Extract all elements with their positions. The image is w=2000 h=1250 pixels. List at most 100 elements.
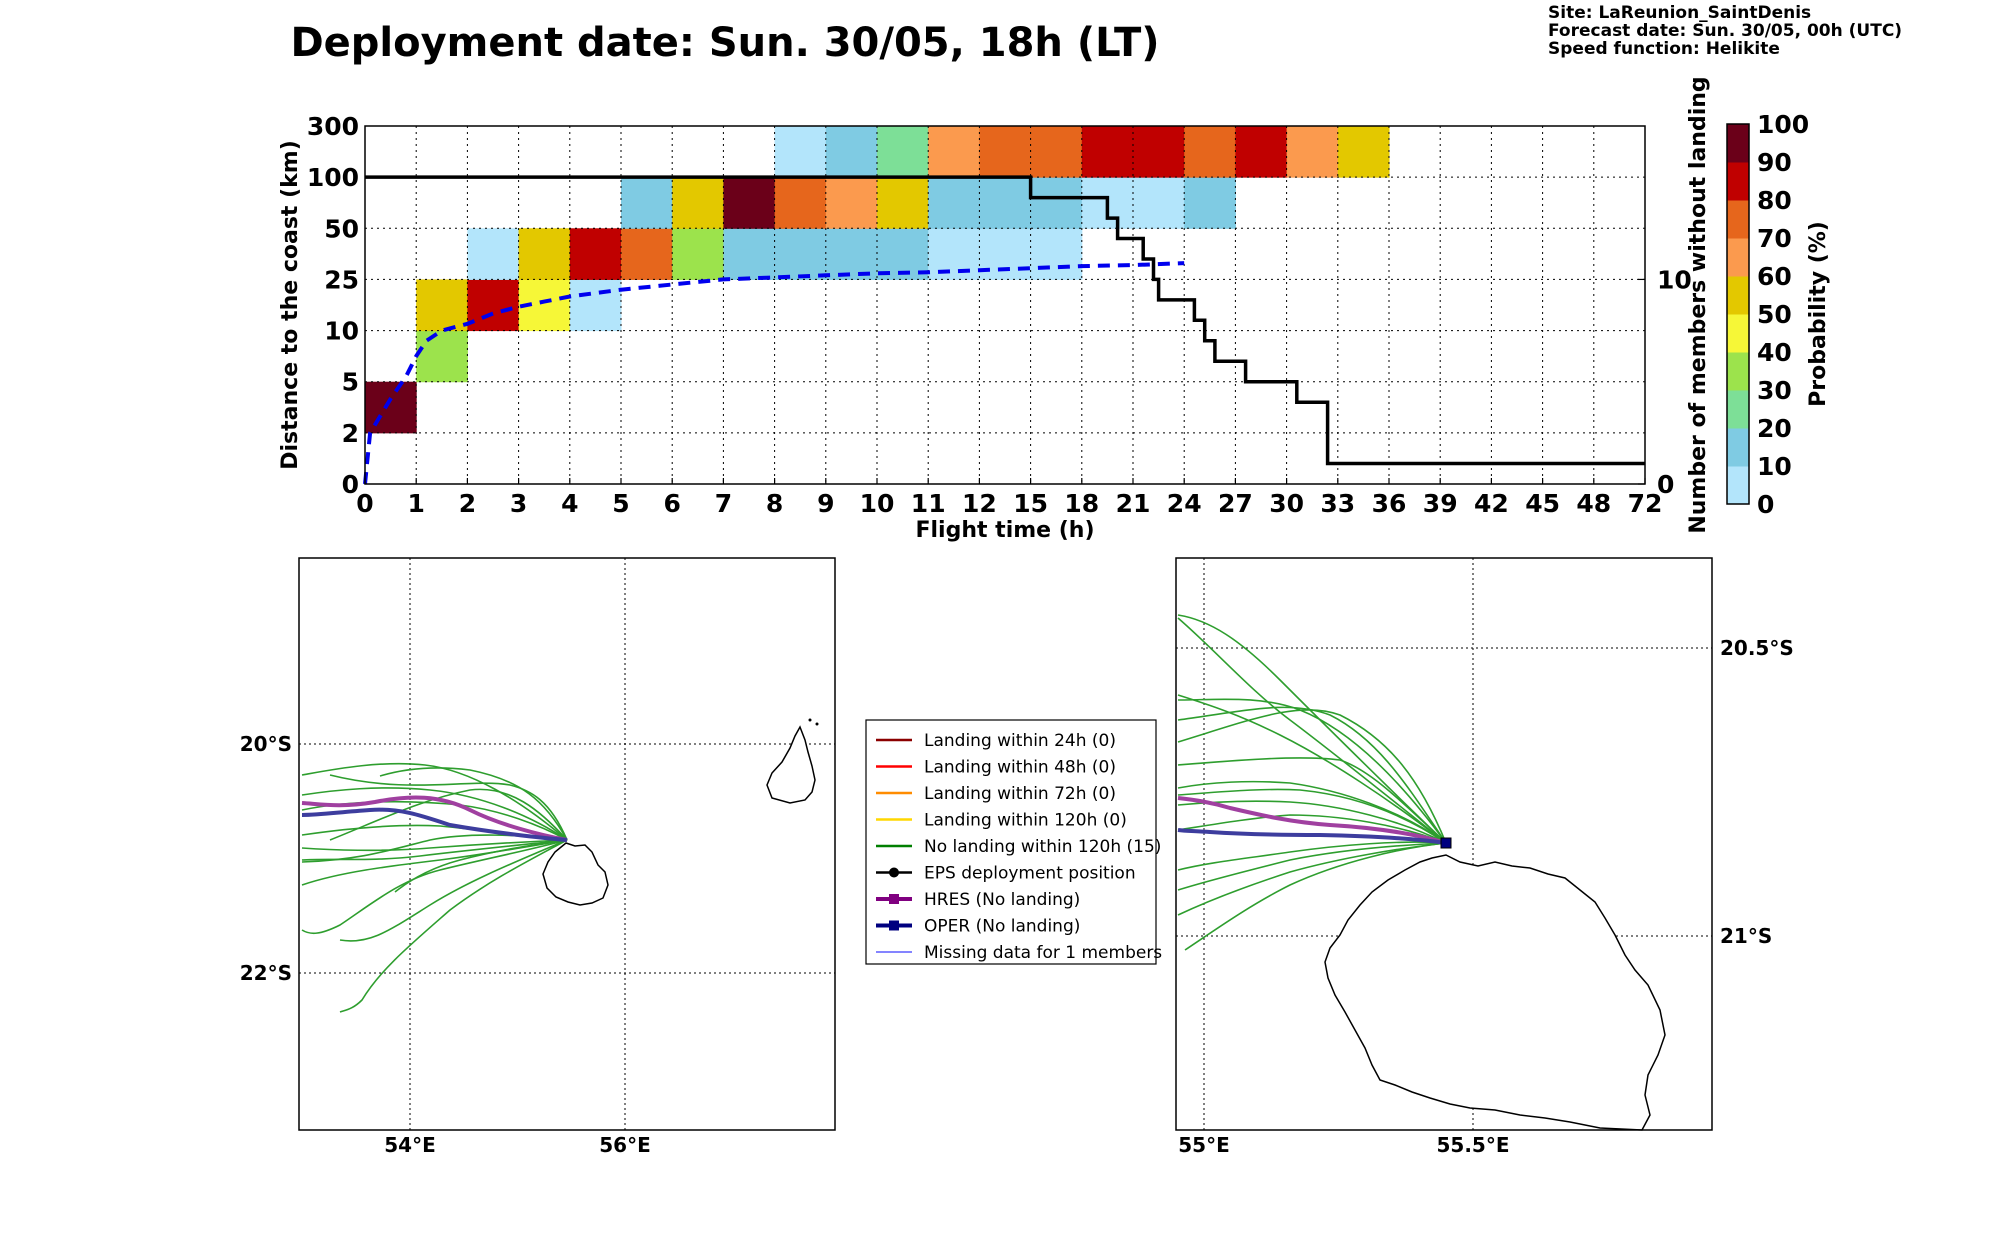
colorbar-tick-label: 10 [1757,452,1792,481]
right-axis-label: Number of members without landing [1686,76,1711,533]
regional-hres-track [301,795,568,842]
zoom-hres-track [1177,796,1447,845]
colorbar: 0 10 20 30 40 50 60 70 80 90 100 Probability (%) [1726,110,1831,519]
heatmap-cell [621,177,673,229]
heatmap-cell [1184,126,1236,178]
legend-marker [889,894,899,904]
regional-islet [808,718,812,722]
zoom-map: 55°E 55.5°E 20.5°S 21°S [1175,557,1794,1157]
y-tick-label: 10 [324,317,359,346]
heatmap-cell [979,126,1032,178]
zoom-lon-tick: 55.5°E [1436,1133,1509,1157]
eps-trajectory [1177,757,1447,844]
eps-trajectory [1177,788,1447,844]
colorbar-block [1727,390,1749,429]
x-tick-labels: 0 1 2 3 4 5 6 7 8 9 10 11 12 15 18 21 24 27 30 33 36 39 42 45 48… [356,478,1662,518]
zoom-lat-tick: 21°S [1720,924,1772,948]
heatmap-cell [1286,126,1339,178]
regional-reunion-coastline [542,842,609,906]
eps-trajectory [329,774,568,841]
median-distance-line [363,261,1185,485]
zoom-oper-track [1177,828,1447,845]
colorbar-block [1727,200,1749,239]
heatmap-cell [467,228,520,280]
colorbar-block [1727,162,1749,201]
eps-trajectory [301,839,568,935]
eps-trajectory [1177,617,1447,844]
heatmap-cell [672,177,724,229]
x-tick-label: 33 [1320,489,1355,518]
y-tick-label: 300 [307,112,359,141]
x-tick-label: 27 [1218,489,1253,518]
zoom-lat-tick: 20.5°S [1720,636,1794,660]
colorbar-block [1727,276,1749,315]
legend-label: Landing within 72h (0) [924,784,1116,804]
heatmap-cell [1133,126,1185,178]
zoom-reunion-coastline [1324,854,1666,1131]
heatmap-cell [825,126,878,178]
eps-trajectory [1177,698,1447,844]
legend-items: Landing within 24h (0) Landing within 48h… [876,731,1162,963]
forecast-label: Forecast date: Sun. 30/05, 00h (UTC) [1548,21,1902,41]
regional-map: 54°E 56°E 20°S 22°S [240,557,836,1157]
eps-trajectory [301,787,568,841]
regional-lat-tick: 20°S [240,732,292,756]
members-without-landing-line [365,175,1645,466]
legend-label: No landing within 120h (15) [924,837,1161,857]
x-tick-label: 9 [817,489,834,518]
heatmap-cell [877,126,929,178]
eps-trajectory [1177,709,1447,844]
right-tick-labels: 0 10 [1638,265,1692,499]
colorbar-tick-label: 100 [1757,110,1809,139]
heatmap-cell [1030,126,1083,178]
x-tick-label: 3 [510,489,527,518]
page-title: Deployment date: Sun. 30/05, 18h (LT) [290,20,1159,66]
heatmap-cell [621,228,673,280]
x-tick-label: 36 [1372,489,1407,518]
zoom-map-frame [1175,557,1713,1131]
heatmap-cell [825,177,878,229]
eps-trajectory [1177,842,1447,891]
y-tick-label: 5 [342,368,359,397]
heatmap-cell [928,126,980,178]
legend-label: Landing within 48h (0) [924,758,1116,778]
eps-trajectory [1177,614,1447,844]
heatmap-cell [1184,177,1236,229]
y-tick-label: 50 [324,214,359,243]
legend-box [865,719,1157,965]
eps-trajectory [1177,841,1447,871]
x-tick-label: 11 [911,489,946,518]
heatmap-cell [569,279,622,332]
colorbar-tick-label: 50 [1757,300,1792,329]
heatmap-cell [1030,177,1083,229]
x-tick-label: 45 [1525,489,1560,518]
x-tick-label: 4 [561,489,578,518]
colorbar-block [1727,314,1749,353]
distance-heatmap: 0 1 2 3 4 5 6 7 8 9 10 11 12 15 18 21 24 27 30 33 36 39 42 45 48… [278,76,1711,543]
heatmap-cells [365,126,1390,434]
heatmap-cell [774,228,827,280]
heatmap-cell [416,330,468,383]
colorbar-tick-label: 30 [1757,376,1792,405]
heatmap-cell [774,126,827,178]
y-tick-label: 25 [324,265,359,294]
colorbar-label: Probability (%) [1806,221,1831,407]
x-tick-label: 42 [1474,489,1509,518]
x-tick-label: 21 [1116,489,1151,518]
heatmap-cell [518,228,571,280]
x-tick-label: 48 [1576,489,1611,518]
regional-lon-tick: 56°E [599,1133,651,1157]
colorbar-blocks [1727,124,1749,505]
legend-label: HRES (No landing) [924,890,1080,910]
x-tick-label: 24 [1167,489,1202,518]
colorbar-tick-label: 0 [1757,490,1774,519]
eps-trajectory [1177,706,1447,844]
eps-trajectory [1177,814,1447,844]
legend-marker [889,920,899,931]
heatmap-cell [1081,126,1134,178]
colorbar-frame [1726,123,1750,505]
regional-lon-tick: 54°E [384,1133,436,1157]
x-tick-label: 30 [1269,489,1304,518]
x-tick-label: 0 [356,489,373,518]
